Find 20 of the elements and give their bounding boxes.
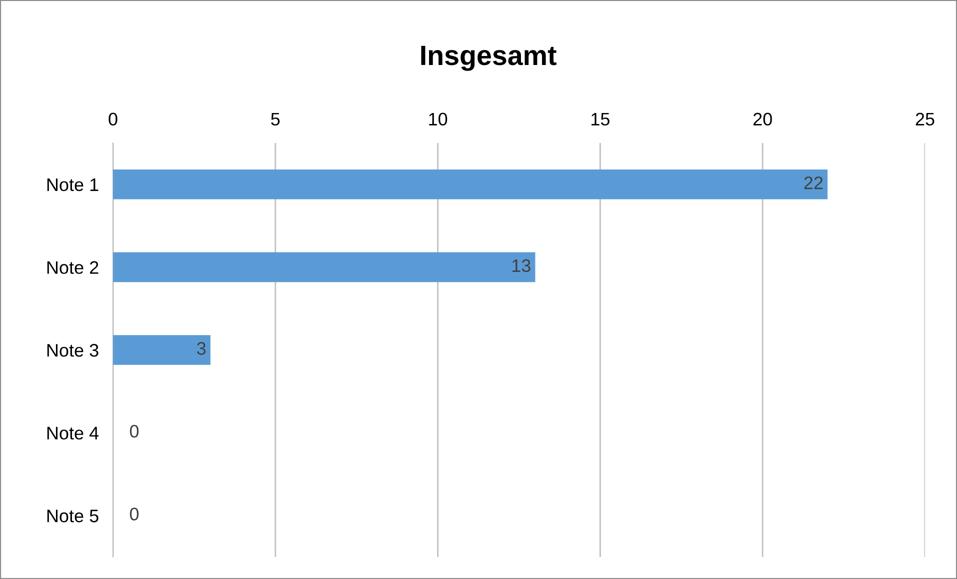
x-tick-label: 0 <box>108 112 118 126</box>
x-tick-label: 5 <box>271 112 280 126</box>
bar <box>113 252 536 282</box>
bar <box>113 169 828 200</box>
y-tick-label: Note 2 <box>47 261 98 274</box>
y-tick-label: Note 4 <box>47 426 99 440</box>
y-tick-label: Note 5 <box>47 510 98 522</box>
data-label: 0 <box>130 424 139 438</box>
x-tick-label: 20 <box>753 112 772 126</box>
bar <box>113 335 210 365</box>
data-label: 13 <box>512 259 530 272</box>
data-label: 3 <box>197 342 206 355</box>
x-tick-label: 10 <box>429 112 448 126</box>
x-tick-label: 15 <box>592 112 610 126</box>
data-label: 22 <box>804 176 823 190</box>
x-tick-label: 25 <box>916 112 934 126</box>
y-tick-label: Note 1 <box>47 178 98 192</box>
y-tick-label: Note 3 <box>47 344 98 357</box>
data-label: 0 <box>130 508 139 520</box>
chart-title: Insgesamt <box>421 46 556 71</box>
